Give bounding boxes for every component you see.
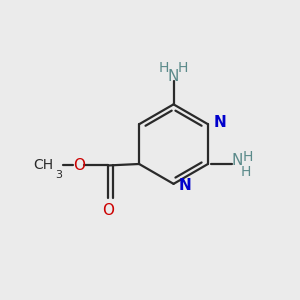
- Text: H: H: [242, 150, 253, 164]
- Text: H: H: [159, 61, 169, 75]
- Text: O: O: [73, 158, 85, 173]
- Text: N: N: [213, 115, 226, 130]
- Text: H: H: [241, 165, 251, 179]
- Text: N: N: [231, 153, 242, 168]
- Text: N: N: [168, 70, 179, 85]
- Text: 3: 3: [55, 170, 62, 181]
- Text: H: H: [178, 61, 188, 75]
- Text: O: O: [102, 203, 114, 218]
- Text: N: N: [179, 178, 192, 193]
- Text: CH: CH: [34, 158, 54, 172]
